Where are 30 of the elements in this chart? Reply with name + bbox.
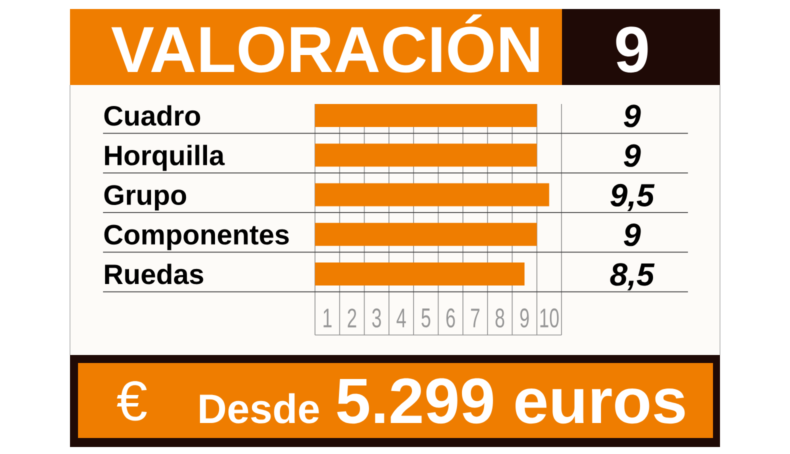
text: Desde bbox=[200, 393, 319, 424]
bar bbox=[315, 222, 537, 246]
bar bbox=[315, 262, 525, 286]
data-label: 9 bbox=[624, 224, 641, 246]
x-tick-label: 8 bbox=[496, 308, 504, 328]
x-tick-label: 9 bbox=[520, 308, 529, 328]
y-tick-label: Ruedas bbox=[105, 264, 204, 284]
y-tick-label: Grupo bbox=[104, 185, 186, 211]
data-label: 8,5 bbox=[610, 263, 655, 290]
bar bbox=[315, 183, 550, 206]
data-label: 9 bbox=[624, 144, 641, 167]
y-tick-label: Componentes bbox=[104, 224, 289, 250]
x-tick-label: 6 bbox=[446, 308, 455, 328]
x-tick-label: 3 bbox=[372, 308, 381, 328]
chart-title: VALORACIÓN bbox=[111, 14, 539, 73]
x-tick-label: 7 bbox=[471, 308, 480, 328]
text: 9 bbox=[616, 26, 648, 73]
x-tick-label: 10 bbox=[540, 308, 559, 328]
x-tick-label: 1 bbox=[324, 308, 332, 328]
text: 5.299 euros bbox=[337, 378, 685, 424]
data-label: 9 bbox=[624, 104, 641, 128]
bar bbox=[315, 144, 537, 167]
x-tick-label: 5 bbox=[422, 308, 430, 328]
x-tick-label: 4 bbox=[396, 308, 406, 328]
bar bbox=[315, 104, 537, 127]
text: € bbox=[116, 381, 147, 421]
y-tick-label: Horquilla bbox=[105, 144, 225, 171]
x-tick-label: 2 bbox=[348, 308, 356, 328]
data-label: 9,5 bbox=[610, 184, 655, 212]
y-tick-label: Cuadro bbox=[104, 105, 200, 126]
